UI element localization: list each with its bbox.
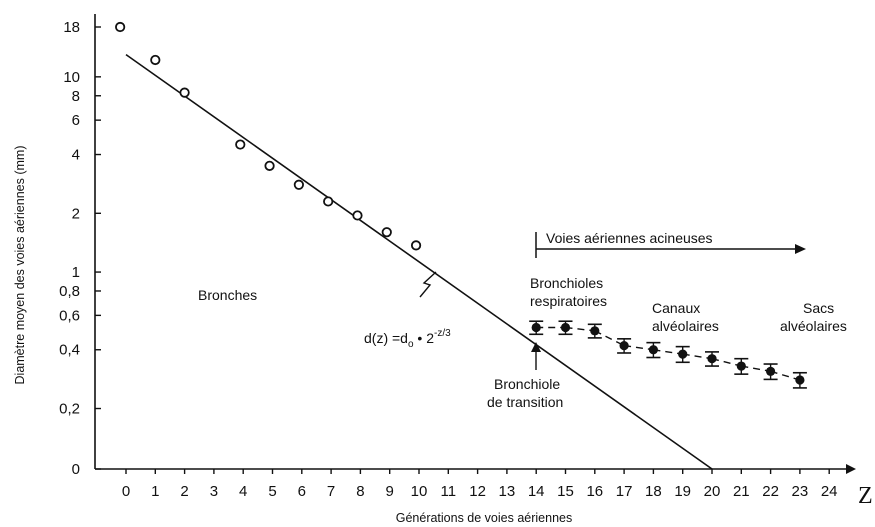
formula-sub: o [408,339,414,350]
sacs-label-1: Sacs [803,300,834,316]
formula-sup: -z/3 [434,328,451,339]
bronches-label: Bronches [198,287,257,303]
dashed-connector [711,358,742,367]
x-tick-label: 22 [762,483,779,500]
dashed-connector [565,326,595,332]
x-tick-label: 11 [441,483,457,500]
filled-data-point [560,322,571,333]
y-tick-label: 0 [72,461,80,478]
x-tick-label: 21 [733,483,750,500]
dashed-connector [770,370,801,381]
x-tick-label: 15 [557,483,574,500]
x-tick-label: 24 [821,483,838,500]
x-ticks: 0 1 2 3 4 5 6 7 8 9 10 11 12 13 14 15 16 17 18 19 20 21 22 23 24 [122,469,838,500]
open-data-point [381,227,392,238]
open-data-point [323,196,334,207]
transition-arrowhead [531,342,541,352]
acinar-label: Voies aériennes acineuses [546,230,713,246]
sacs-label-2: alvéolaires [780,318,847,334]
canaux-label-1: Canaux [652,300,700,316]
x-tick-label: 17 [616,483,633,500]
filled-data-point [531,322,541,333]
open-circle-series [115,21,422,251]
y-tick-label: 0,8 [59,283,80,300]
x-tick-label: 10 [411,483,428,500]
y-ticks: 18 10 8 6 4 2 1 0,8 0,6 0,4 0,2 0 [59,19,101,478]
filled-data-point [707,354,717,364]
y-tick-label: 0,2 [59,401,80,418]
x-tick-label: 18 [645,483,662,500]
y-tick-label: 8 [72,88,80,105]
y-tick-label: 10 [63,69,80,86]
dashed-connector [682,353,713,360]
open-data-point [115,21,126,33]
formula-main: d(z) =d [364,330,408,346]
open-data-point [293,179,304,190]
filled-data-point [795,375,805,385]
x-tick-label: 14 [528,483,545,500]
x-tick-label: 19 [674,483,691,500]
y-tick-label: 4 [72,147,80,164]
dashed-connector [624,344,654,351]
x-axis-label: Générations de voies aériennes [396,511,573,525]
filled-data-point [736,361,746,371]
formula-pointer [419,271,437,298]
x-tick-label: 9 [386,483,394,500]
respiratory-label-2: respiratoires [530,293,607,309]
filled-data-point [678,349,688,359]
transition-label-2: de transition [487,394,563,410]
filled-data-point [648,345,659,355]
y-tick-label: 0,4 [59,342,80,359]
dashed-connector [594,330,625,347]
filled-data-point [619,341,629,351]
dashed-connector [653,349,683,355]
x-tick-label: 20 [704,483,721,500]
y-axis-label: Diamètre moyen des voies aériennes (mm) [13,146,27,385]
y-tick-label: 1 [72,264,80,281]
y-tick-label: 0,6 [59,307,80,324]
x-tick-label: 16 [586,483,603,500]
x-tick-label: 0 [122,483,130,500]
open-data-point [179,87,190,98]
x-tick-label: 4 [239,483,247,500]
transition-label-1: Bronchiole [494,376,560,392]
x-tick-label: 1 [151,483,159,500]
y-tick-label: 18 [63,19,80,36]
respiratory-label-1: Bronchioles [530,275,603,291]
filled-circle-series [529,320,807,389]
open-data-point [235,139,246,150]
open-data-point [264,160,275,171]
x-axis-end-label: Z [858,483,873,509]
canaux-label-2: alvéolaires [652,318,719,334]
x-tick-label: 5 [268,483,276,500]
open-data-point [410,240,422,251]
regression-line [125,53,713,470]
x-tick-label: 7 [327,483,335,500]
formula-mid: • 2 [414,330,435,346]
x-axis-arrowhead [846,464,856,474]
x-tick-label: 13 [499,483,516,500]
open-data-point [150,54,161,66]
y-tick-label: 2 [72,205,80,222]
filled-data-point [766,366,776,376]
acinar-arrowhead [795,244,806,254]
filled-data-point [590,326,600,336]
x-tick-label: 2 [180,483,188,500]
x-tick-label: 8 [356,483,364,500]
x-tick-label: 6 [298,483,306,500]
x-tick-label: 12 [469,483,486,500]
dashed-connector [741,365,771,373]
formula-label: d(z) =do • 2-z/3 [364,328,451,350]
x-tick-label: 3 [210,483,218,500]
x-tick-label: 23 [792,483,809,500]
y-tick-label: 6 [72,112,80,129]
open-data-point [352,210,363,221]
